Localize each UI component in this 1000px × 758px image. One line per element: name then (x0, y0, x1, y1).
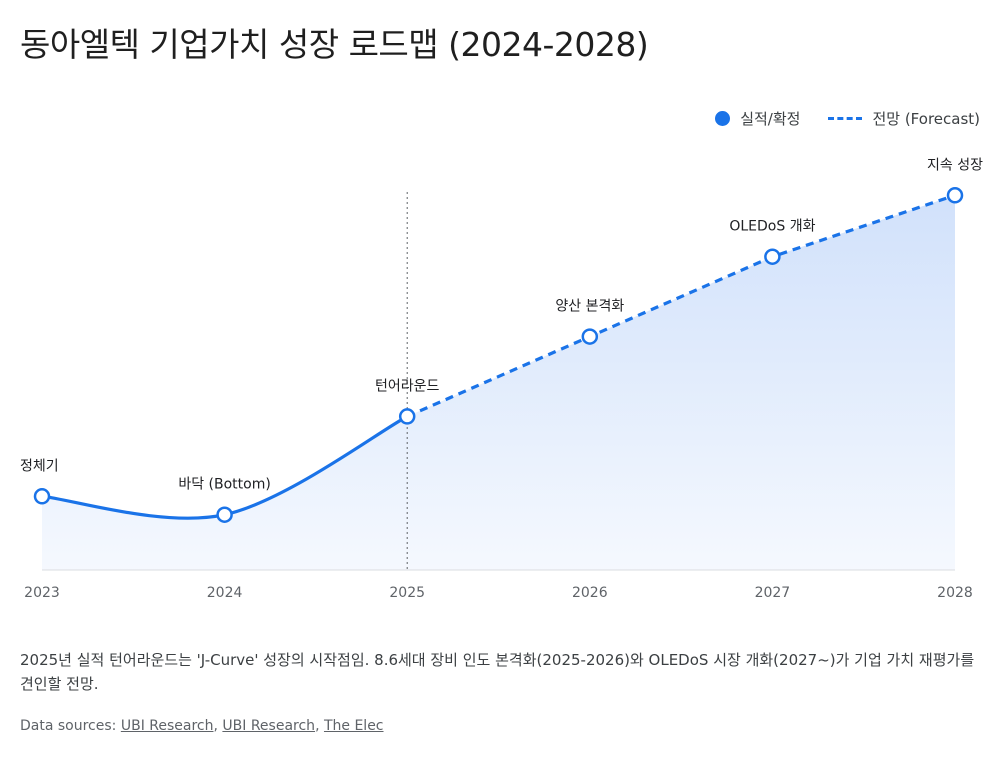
series-line-forecast (406, 193, 956, 418)
x-tick-label-2027: 2027 (755, 585, 791, 601)
source-link-3[interactable]: The Elec (323, 718, 384, 734)
data-point-2028[interactable] (946, 187, 964, 204)
legend-item-forecast: 전망 (Forecast) (800, 108, 980, 129)
point-label-2023: 정체기 (20, 458, 59, 474)
point-label-2028: 지속 성장 (927, 157, 983, 173)
data-point-2027[interactable] (764, 248, 781, 265)
legend-label-actual: 실적/확정 (740, 110, 801, 128)
page-title: 동아엘텍 기업가치 성장 로드맵 (2024-2028) (20, 25, 649, 64)
x-tick-label-2028: 2028 (937, 585, 973, 601)
x-tick-label-2025: 2025 (389, 585, 425, 601)
chart-legend: 실적/확정 전망 (Forecast) (715, 108, 980, 129)
data-point-2026[interactable] (581, 328, 599, 345)
area-fill (42, 195, 955, 570)
x-tick-label-2024: 2024 (207, 585, 243, 601)
data-point-2025[interactable] (398, 408, 416, 425)
point-label-2024: 바닥 (Bottom) (178, 477, 271, 493)
source-link-2[interactable]: UBI Research (222, 718, 316, 734)
legend-dot-icon (715, 111, 731, 126)
data-sources: Data sources: UBI Research, UBI Research… (20, 718, 384, 734)
source-link-1[interactable]: UBI Research (120, 718, 214, 734)
data-point-2024[interactable] (216, 506, 233, 523)
x-tick-label-2023: 2023 (24, 585, 60, 601)
legend-item-actual: 실적/확정 (715, 108, 800, 129)
legend-label-forecast: 전망 (Forecast) (872, 110, 980, 128)
sources-prefix: Data sources: (20, 718, 121, 734)
point-label-2026: 양산 본격화 (555, 299, 624, 315)
chart-caption: 2025년 실적 턴어라운드는 'J-Curve' 성장의 시작점임. 8.6세… (20, 651, 975, 693)
x-tick-label-2026: 2026 (572, 585, 608, 601)
point-label-2027: OLEDoS 개화 (729, 219, 815, 235)
point-label-2025: 턴어라운드 (375, 378, 440, 394)
data-point-2023[interactable] (33, 488, 51, 505)
legend-dashed-line-icon (828, 117, 863, 120)
